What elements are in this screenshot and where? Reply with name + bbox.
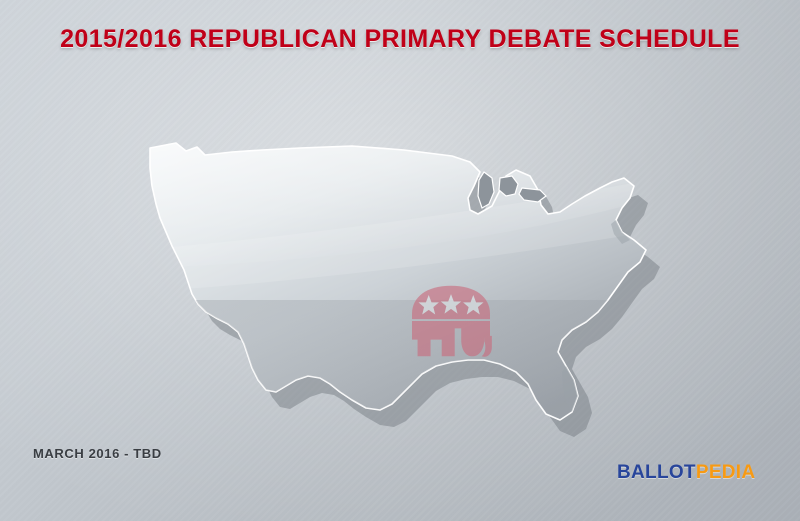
coast-detail xyxy=(562,220,630,412)
tbd-note: MARCH 2016 - TBD xyxy=(33,446,162,461)
logo-pedia-text: PEDIA xyxy=(695,462,756,483)
logo-ballot-text: BALLOT xyxy=(617,462,696,483)
page-title: 2015/2016 REPUBLICAN PRIMARY DEBATE SCHE… xyxy=(60,25,740,53)
ballotpedia-logo[interactable]: BALLOTPEDIA xyxy=(617,462,755,484)
great-lakes xyxy=(477,171,547,209)
republican-elephant-icon xyxy=(412,285,492,357)
